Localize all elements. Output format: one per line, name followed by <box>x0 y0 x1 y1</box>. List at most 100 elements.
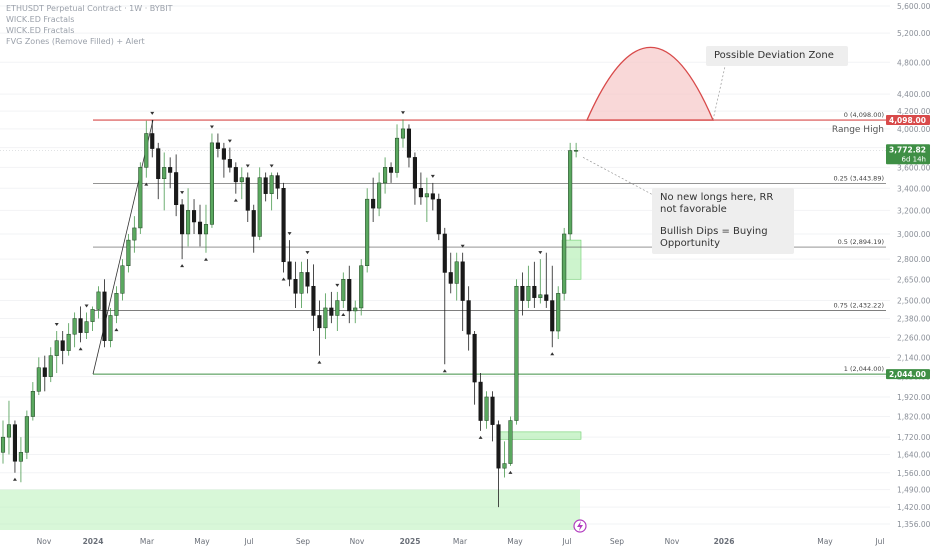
symbol-title[interactable]: ETHUSDT Perpetual Contract · 1W · BYBIT <box>6 4 173 13</box>
candle-body <box>514 285 519 421</box>
countdown-badge: 6d 14h <box>902 155 926 163</box>
lightning-icon[interactable] <box>573 519 587 533</box>
indicator-2[interactable]: WICK.ED Fractals <box>6 26 75 35</box>
candle-body <box>329 307 334 316</box>
candle-body <box>377 182 382 209</box>
longs-text: No new longs here, RR not favorable <box>660 192 774 215</box>
candle-body <box>90 309 95 322</box>
time-tick: Nov <box>665 537 680 546</box>
candle-body <box>215 142 220 149</box>
fractal-up-marker <box>508 470 513 474</box>
fib-label: 0.25 (3,443.89) <box>833 175 884 183</box>
price-tick: 2,500.00 <box>897 297 931 306</box>
fib-label: 0.5 (2,894.19) <box>838 238 884 246</box>
candle-body <box>472 333 477 383</box>
candle-body <box>574 150 579 152</box>
candle-body <box>48 355 53 377</box>
fractal-up-marker <box>203 257 208 261</box>
fractal-up-marker <box>550 352 555 356</box>
candle-body <box>406 128 412 158</box>
candle-body <box>186 210 191 235</box>
price-tick: 3,000.00 <box>897 230 931 239</box>
candle-body <box>556 293 561 332</box>
candle-body <box>275 175 280 189</box>
fractal-up-marker <box>442 369 447 373</box>
price-tick: 1,640.00 <box>897 451 931 460</box>
candle-body <box>24 416 29 453</box>
candle-body <box>132 227 137 241</box>
candle-body <box>502 463 507 469</box>
candle-body <box>30 391 35 417</box>
candle-body <box>227 159 232 168</box>
candle-body <box>335 300 340 316</box>
fractal-down-marker <box>209 125 214 129</box>
dips-text: Bullish Dips = Buying Opportunity <box>660 226 768 249</box>
price-tick: 3,600.00 <box>897 163 931 172</box>
time-tick: 2026 <box>714 537 735 546</box>
candle-body <box>454 261 459 284</box>
candle-body <box>418 188 423 198</box>
candle-body <box>6 424 12 438</box>
candle-body <box>281 188 286 263</box>
candle-body <box>562 233 567 294</box>
candle-body <box>371 198 376 209</box>
fractal-down-marker <box>84 304 89 308</box>
candle-body <box>424 193 429 198</box>
candle-body <box>448 272 453 284</box>
candle-body <box>162 167 167 179</box>
indicator-3[interactable]: FVG Zones (Remove Filled) + Alert <box>6 37 145 46</box>
fractal-up-marker <box>180 264 185 268</box>
candle-body <box>197 221 203 235</box>
price-tick: 2,650.00 <box>897 275 931 284</box>
candle-body <box>365 198 370 266</box>
candle-body <box>544 294 549 301</box>
candle-body <box>36 367 41 392</box>
candle-body <box>263 177 268 194</box>
candle-body <box>478 381 483 421</box>
candle-body <box>233 167 238 183</box>
candle-body <box>323 307 328 329</box>
candle-body <box>490 396 495 425</box>
fractals <box>12 111 555 481</box>
fractal-up-marker <box>144 182 149 186</box>
price-tick: 2,380.00 <box>897 315 931 324</box>
candle-body <box>72 318 77 335</box>
fractal-up-marker <box>12 477 17 481</box>
candle-body <box>430 193 435 200</box>
price-tick: 5,200.00 <box>897 29 931 38</box>
candle-body <box>108 315 113 341</box>
time-tick: May <box>817 537 833 546</box>
time-tick: Jul <box>874 537 884 546</box>
time-tick: Jul <box>243 537 253 546</box>
time-tick: May <box>507 537 523 546</box>
deviation-arc <box>586 46 714 121</box>
candle-body <box>12 424 17 462</box>
deviation-callout: Possible Deviation Zone <box>706 46 848 66</box>
candle-body <box>269 175 274 194</box>
fractal-up-marker <box>114 328 119 332</box>
candle-body <box>568 150 573 235</box>
candle-body <box>60 340 65 351</box>
price-tick: 3,200.00 <box>897 206 931 215</box>
fractal-up-marker <box>78 347 83 351</box>
time-tick: Mar <box>140 537 155 546</box>
fractal-up-marker <box>233 198 238 202</box>
candle-body <box>251 210 256 237</box>
candle-body <box>383 167 388 184</box>
price-axis: 5,600.00 5,200.00 4,800.00 4,400.00 4,200.00… <box>897 2 931 529</box>
deviation-zone <box>586 46 727 121</box>
indicator-1[interactable]: WICK.ED Fractals <box>6 15 75 24</box>
time-tick: Jul <box>561 537 571 546</box>
fractal-down-marker <box>180 191 185 195</box>
price-tick: 4,800.00 <box>897 58 931 67</box>
price-tick: 4,000.00 <box>897 125 931 134</box>
price-tick: 4,400.00 <box>897 90 931 99</box>
fractal-down-marker <box>269 164 274 168</box>
candle-body <box>245 177 250 211</box>
longs-callout: No new longs here, RR not favorable Bull… <box>652 188 794 254</box>
candle-body <box>538 294 543 298</box>
candle-body <box>347 279 352 312</box>
time-tick: 2025 <box>400 537 421 546</box>
